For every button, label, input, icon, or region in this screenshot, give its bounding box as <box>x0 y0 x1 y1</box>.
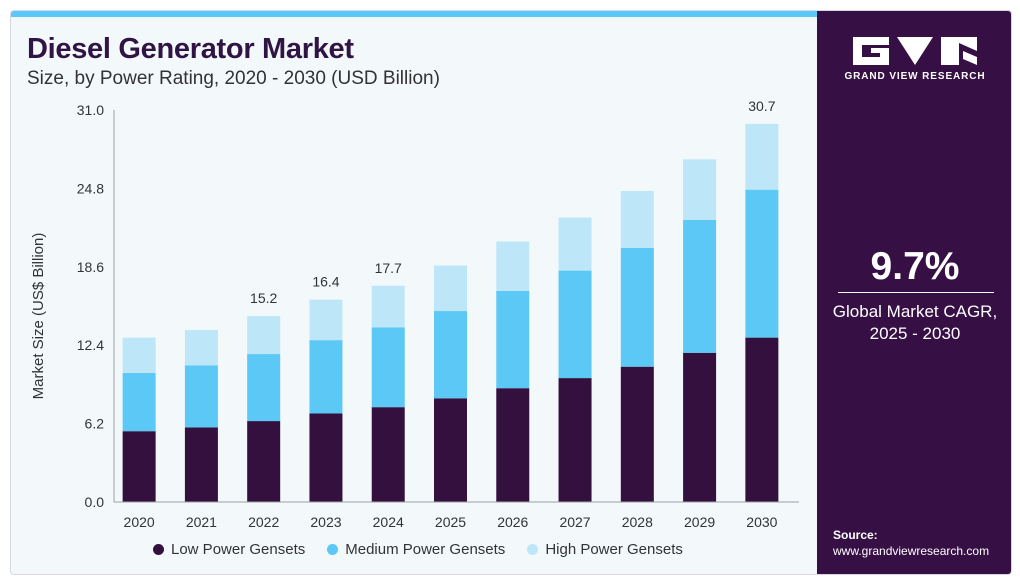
y-tick-label: 6.2 <box>85 416 105 432</box>
bar-low-power-gensets-2023 <box>309 413 343 502</box>
report-card: Diesel Generator Market Size, by Power R… <box>10 10 1012 575</box>
y-tick-label: 24.8 <box>77 180 104 196</box>
x-tick-label: 2030 <box>746 514 777 530</box>
bar-low-power-gensets-2025 <box>434 398 467 502</box>
bar-low-power-gensets-2021 <box>184 427 218 502</box>
legend-label: Low Power Gensets <box>171 541 306 558</box>
bar-high-power-gensets-2030 <box>745 123 779 190</box>
bar-medium-power-gensets-2020 <box>122 373 156 432</box>
y-tick-label: 18.6 <box>77 259 104 275</box>
source-link[interactable]: www.grandviewresearch.com <box>833 544 990 558</box>
cagr-divider <box>838 292 994 293</box>
bar-high-power-gensets-2026 <box>496 241 530 291</box>
y-tick-label: 12.4 <box>77 337 104 353</box>
bar-high-power-gensets-2021 <box>184 330 218 366</box>
x-tick-label: 2023 <box>310 514 341 530</box>
bar-high-power-gensets-2023 <box>309 299 343 341</box>
legend-swatch <box>153 544 164 555</box>
y-tick-label: 31.0 <box>77 102 104 118</box>
x-tick-label: 2029 <box>684 514 715 530</box>
legend-swatch <box>527 544 539 555</box>
accent-bar <box>11 11 817 17</box>
bar-medium-power-gensets-2021 <box>184 365 218 428</box>
bar-low-power-gensets-2020 <box>122 431 156 502</box>
sidebar-panel: GRAND VIEW RESEARCH 9.7% Global Market C… <box>817 11 1011 574</box>
bar-medium-power-gensets-2030 <box>745 189 779 338</box>
bar-low-power-gensets-2026 <box>496 388 530 502</box>
bar-low-power-gensets-2028 <box>620 366 654 502</box>
bar-low-power-gensets-2022 <box>247 421 281 502</box>
x-tick-label: 2021 <box>186 514 217 530</box>
bar-high-power-gensets-2028 <box>620 190 654 248</box>
chart-title: Diesel Generator Market <box>27 33 354 65</box>
chart-legend: Low Power Gensets Medium Power Gensets Hig… <box>153 541 683 558</box>
bar-medium-power-gensets-2026 <box>496 290 530 389</box>
x-tick-label: 2020 <box>124 514 155 530</box>
total-label-2030: 30.7 <box>748 98 775 114</box>
legend-item-high-power-gensets: High Power Gensets <box>527 541 683 558</box>
y-axis-label: Market Size (US$ Billion) <box>30 233 47 400</box>
bar-low-power-gensets-2027 <box>558 378 592 502</box>
y-tick-label: 0.0 <box>85 494 105 510</box>
bar-medium-power-gensets-2022 <box>247 354 281 422</box>
legend-swatch <box>327 544 339 555</box>
x-tick-label: 2028 <box>622 514 653 530</box>
stacked-bar-chart: Market Size (US$ Billion) 0.0 6.2 12.4 18.6… <box>30 98 799 530</box>
chart-subtitle: Size, by Power Rating, 2020 - 2030 (USD … <box>27 68 440 89</box>
bar-medium-power-gensets-2029 <box>683 220 717 353</box>
bar-high-power-gensets-2020 <box>122 337 156 374</box>
bar-high-power-gensets-2022 <box>247 316 281 355</box>
bar-low-power-gensets-2024 <box>371 407 405 502</box>
x-tick-label: 2024 <box>373 514 404 530</box>
legend-label: Medium Power Gensets <box>345 541 506 558</box>
bar-medium-power-gensets-2028 <box>620 247 654 367</box>
source-label: Source: <box>833 528 878 542</box>
x-tick-label: 2027 <box>559 514 590 530</box>
x-tick-label: 2025 <box>435 514 466 530</box>
bar-high-power-gensets-2029 <box>683 159 717 221</box>
bar-low-power-gensets-2030 <box>745 337 779 502</box>
bar-high-power-gensets-2024 <box>371 285 405 328</box>
total-label-2024: 17.7 <box>375 260 402 276</box>
bar-low-power-gensets-2029 <box>683 352 717 502</box>
bar-high-power-gensets-2027 <box>558 217 592 271</box>
bar-medium-power-gensets-2024 <box>371 327 405 408</box>
bar-medium-power-gensets-2027 <box>558 270 592 379</box>
legend-label: High Power Gensets <box>545 541 683 558</box>
bar-medium-power-gensets-2025 <box>434 311 467 399</box>
total-label-2022: 15.2 <box>250 290 277 306</box>
x-tick-label: 2026 <box>497 514 528 530</box>
legend-item-low-power-gensets: Low Power Gensets <box>153 541 305 558</box>
cagr-value: 9.7% <box>870 245 960 288</box>
cagr-label: Global Market CAGR, 2025 - 2030 <box>817 301 1011 345</box>
cagr-label-line1: Global Market CAGR, <box>832 302 998 321</box>
bar-medium-power-gensets-2023 <box>309 340 343 414</box>
bar-high-power-gensets-2025 <box>434 265 467 312</box>
brand-name: GRAND VIEW RESEARCH <box>844 71 986 82</box>
legend-item-medium-power-gensets: Medium Power Gensets <box>327 541 505 558</box>
cagr-label-line2: 2025 - 2030 <box>869 324 961 343</box>
grand-view-research-logo <box>853 37 977 65</box>
x-tick-label: 2022 <box>248 514 279 530</box>
total-label-2023: 16.4 <box>312 274 339 290</box>
